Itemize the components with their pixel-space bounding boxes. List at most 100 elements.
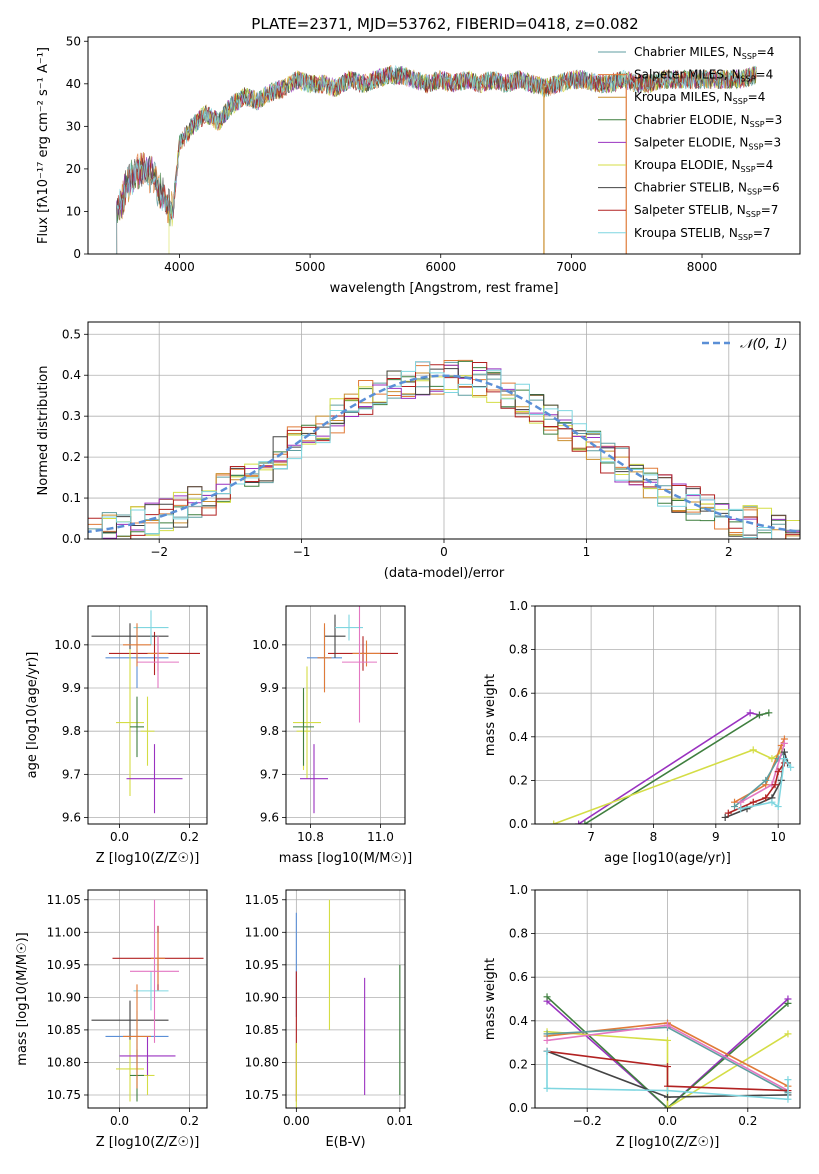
- legend-label-main: Kroupa STELIB, N: [634, 226, 738, 240]
- x-tick-label: 0: [440, 545, 448, 559]
- y-tick-label: 0.4: [509, 1014, 528, 1028]
- plot-frame: [534, 605, 801, 825]
- x-axis-label: Z [log10(Z/Z☉)]: [96, 851, 200, 866]
- x-tick-label: 10.8: [297, 830, 324, 844]
- x-tick-label: 6000: [425, 260, 456, 274]
- weight-marker: [749, 798, 757, 806]
- weight-marker: [721, 813, 729, 821]
- weight-marker: [581, 820, 589, 824]
- legend-entry: Kroupa STELIB, NSSP=7: [634, 226, 771, 242]
- weight-line: [553, 749, 782, 824]
- y-tick-label: 10.95: [47, 958, 81, 972]
- legend-label-sub: SSP: [733, 97, 748, 106]
- legend-label-main: Salpeter STELIB, N: [634, 203, 746, 217]
- legend-entry: Salpeter MILES, NSSP=4: [634, 68, 773, 84]
- y-tick-label: 50: [66, 34, 81, 48]
- x-axis-label: mass [log10(M/M☉)]: [279, 851, 412, 866]
- weight-vs-metallicity-panel: −0.2 0.0 0.2 0.0 0.2 0.4 0.6 0.8 1.0 Z [log10(Z/Z…: [483, 883, 801, 1150]
- y-tick-label: 11.00: [47, 925, 81, 939]
- x-tick-label: 8: [650, 830, 658, 844]
- y-tick-label: 9.8: [62, 724, 81, 738]
- histogram-line: [88, 361, 800, 539]
- legend-label-tail: =4: [756, 68, 774, 82]
- errorbars: [91, 899, 204, 1102]
- legend-label-sub: SSP: [746, 210, 761, 219]
- legend-entry: Salpeter STELIB, NSSP=7: [634, 203, 778, 219]
- x-tick-label: 0.0: [110, 830, 129, 844]
- legend-label-tail: =7: [753, 226, 771, 240]
- plot-frame: [87, 605, 208, 825]
- age-vs-mass-panel: 10.8 11.0 9.6 9.7 9.8 9.9 10.0 mass [log10(M/M☉…: [252, 605, 412, 866]
- y-axis-label: mass [log10(M/M☉)]: [15, 932, 30, 1065]
- weight-marker: [765, 709, 773, 717]
- weight-marker: [762, 776, 770, 784]
- legend-label-main: Chabrier MILES, N: [634, 45, 742, 59]
- x-tick-label: −1: [293, 545, 311, 559]
- y-tick-label: 10: [66, 204, 81, 218]
- plot-frame: [87, 36, 801, 255]
- y-tick-label: 11.05: [245, 893, 279, 907]
- histogram-lines: [88, 359, 800, 539]
- x-tick-label: 0.2: [738, 1114, 757, 1128]
- x-axis-label: Z [log10(Z/Z☉)]: [616, 1135, 720, 1150]
- x-axis-label: wavelength [Angstrom, rest frame]: [330, 281, 559, 296]
- y-tick-label: 11.00: [245, 925, 279, 939]
- weight-marker: [664, 1087, 671, 1095]
- weight-marker: [664, 1036, 671, 1044]
- plot-frame: [285, 605, 406, 825]
- y-tick-label: 0.0: [62, 532, 81, 546]
- y-tick-label: 0.2: [509, 1057, 528, 1071]
- y-tick-label: 9.6: [260, 811, 279, 825]
- legend-label-main: Chabrier ELODIE, N: [634, 113, 750, 127]
- legend-entry: Kroupa ELODIE, NSSP=4: [634, 158, 773, 174]
- legend-entry: Chabrier MILES, NSSP=4: [634, 45, 774, 61]
- legend-entry: Chabrier STELIB, NSSP=6: [634, 181, 780, 197]
- y-tick-label: 10.0: [252, 638, 279, 652]
- weight-line: [727, 762, 786, 814]
- y-tick-label: 0.5: [62, 327, 81, 341]
- legend-label-tail: =7: [761, 203, 779, 217]
- weight-lines: [543, 993, 792, 1108]
- weight-marker: [746, 709, 754, 717]
- weight-marker: [784, 999, 792, 1007]
- y-axis-label: Normed distribution: [36, 366, 51, 496]
- x-tick-label: 8000: [687, 260, 718, 274]
- weight-marker: [768, 798, 776, 806]
- weight-marker: [774, 768, 782, 776]
- y-tick-label: 9.9: [260, 681, 279, 695]
- legend-label-main: Salpeter ELODIE, N: [634, 135, 748, 149]
- x-axis-label: age [log10(age/yr)]: [604, 851, 731, 866]
- x-tick-label: 0.0: [110, 1114, 129, 1128]
- weight-marker: [755, 711, 763, 719]
- legend-entry: 𝒩(0, 1): [740, 337, 787, 352]
- weight-marker: [780, 755, 788, 763]
- y-tick-label: 1.0: [509, 883, 528, 897]
- legend-label-tail: =6: [762, 181, 780, 195]
- histogram-line: [88, 361, 800, 539]
- weight-marker: [543, 1036, 551, 1044]
- x-tick-label: 7000: [556, 260, 587, 274]
- weight-line: [546, 1050, 789, 1092]
- plot-frame: [87, 889, 208, 1109]
- legend-label-sub: SSP: [750, 120, 765, 129]
- weight-line: [546, 998, 789, 1108]
- weight-marker: [731, 803, 739, 811]
- y-tick-label: 0.2: [509, 773, 528, 787]
- figure-title: PLATE=2371, MJD=53762, FIBERID=0418, z=0…: [251, 15, 638, 33]
- errorbars: [293, 606, 398, 814]
- legend-entry: Chabrier ELODIE, NSSP=3: [634, 113, 782, 129]
- y-tick-label: 10.85: [245, 1023, 279, 1037]
- x-tick-label: 0.0: [658, 1114, 677, 1128]
- weight-vs-age-panel: 7 8 9 10 0.0 0.2 0.4 0.6 0.8 1.0 age [log10(age/yr…: [483, 599, 801, 866]
- errorbars: [295, 899, 401, 1108]
- weight-marker: [664, 1021, 671, 1029]
- weight-marker: [664, 1093, 671, 1101]
- x-tick-label: 7: [587, 830, 595, 844]
- weight-marker: [737, 805, 745, 813]
- residuals-panel: −2 −1 0 1 2 0.0 0.1 0.2 0.3 0.4 0.5 (data-model)/er…: [36, 321, 801, 581]
- weight-marker: [664, 1104, 671, 1108]
- weight-marker: [762, 794, 770, 802]
- x-axis-label: E(B-V): [325, 1135, 365, 1150]
- legend-label-tail: =3: [765, 113, 783, 127]
